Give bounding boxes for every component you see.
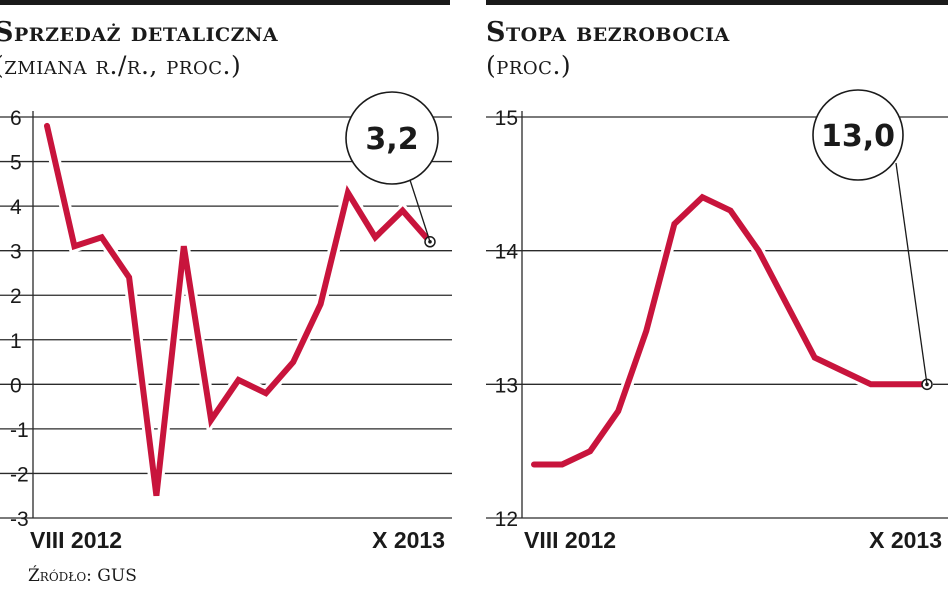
callout-value: 13,0 [821,119,895,154]
y-tick-label: 2 [10,285,22,308]
y-tick-label: 3 [10,241,22,264]
unemployment-panel: Stopa bezrobocia (proc.) 15 14 13 12 13,0 VII… [462,0,948,593]
y-tick-label: 15 [495,107,518,130]
callout-leader [409,179,431,242]
y-tick-label: 13 [495,374,518,397]
y-tick-label: -2 [10,463,29,486]
retail-chart-subtitle: (zmiana r./r., proc.) [0,51,242,80]
unemployment-chart-subtitle: (proc.) [486,51,572,80]
callout-circle [812,89,904,181]
callout-leader [895,162,928,385]
y-tick-label: -1 [10,419,29,442]
y-tick-label: 12 [495,508,518,531]
series-line-halo [41,119,436,497]
unemployment-top-rule [486,0,948,5]
y-tick-label: -3 [10,508,29,531]
x-label-start: VIII 2012 [524,527,616,553]
source-note: Źródło: GUS [28,566,137,586]
x-label-end: X 2013 [869,527,942,553]
y-tick-label: 5 [10,152,22,175]
series-line-halo [528,190,933,471]
callout-circle [345,91,439,185]
retail-sales-panel: Sprzedaż detaliczna (zmiana r./r., proc.… [0,0,462,593]
end-point-dot [925,382,929,387]
x-label-start: VIII 2012 [30,527,122,553]
y-tick-label: 1 [10,330,22,353]
x-label-end: X 2013 [372,527,445,553]
y-tick-label: 4 [10,196,22,219]
y-tick-label: 14 [495,241,519,264]
unemployment-chart: 15 14 13 12 13,0 VIII 2012 X 2013 [486,89,948,553]
series-line [44,122,433,497]
y-tick-label: 6 [10,107,22,130]
unemployment-chart-title: Stopa bezrobocia [486,17,730,48]
y-tick-label: 0 [10,374,22,397]
series-line [531,193,930,468]
retail-chart-title: Sprzedaż detaliczna [0,17,279,48]
callout-value: 3,2 [365,122,418,157]
retail-sales-chart: 6 5 4 3 2 1 0 -1 -2 -3 3,2 VIII 2012 X 2013 [0,91,452,553]
retail-top-rule [0,0,450,5]
